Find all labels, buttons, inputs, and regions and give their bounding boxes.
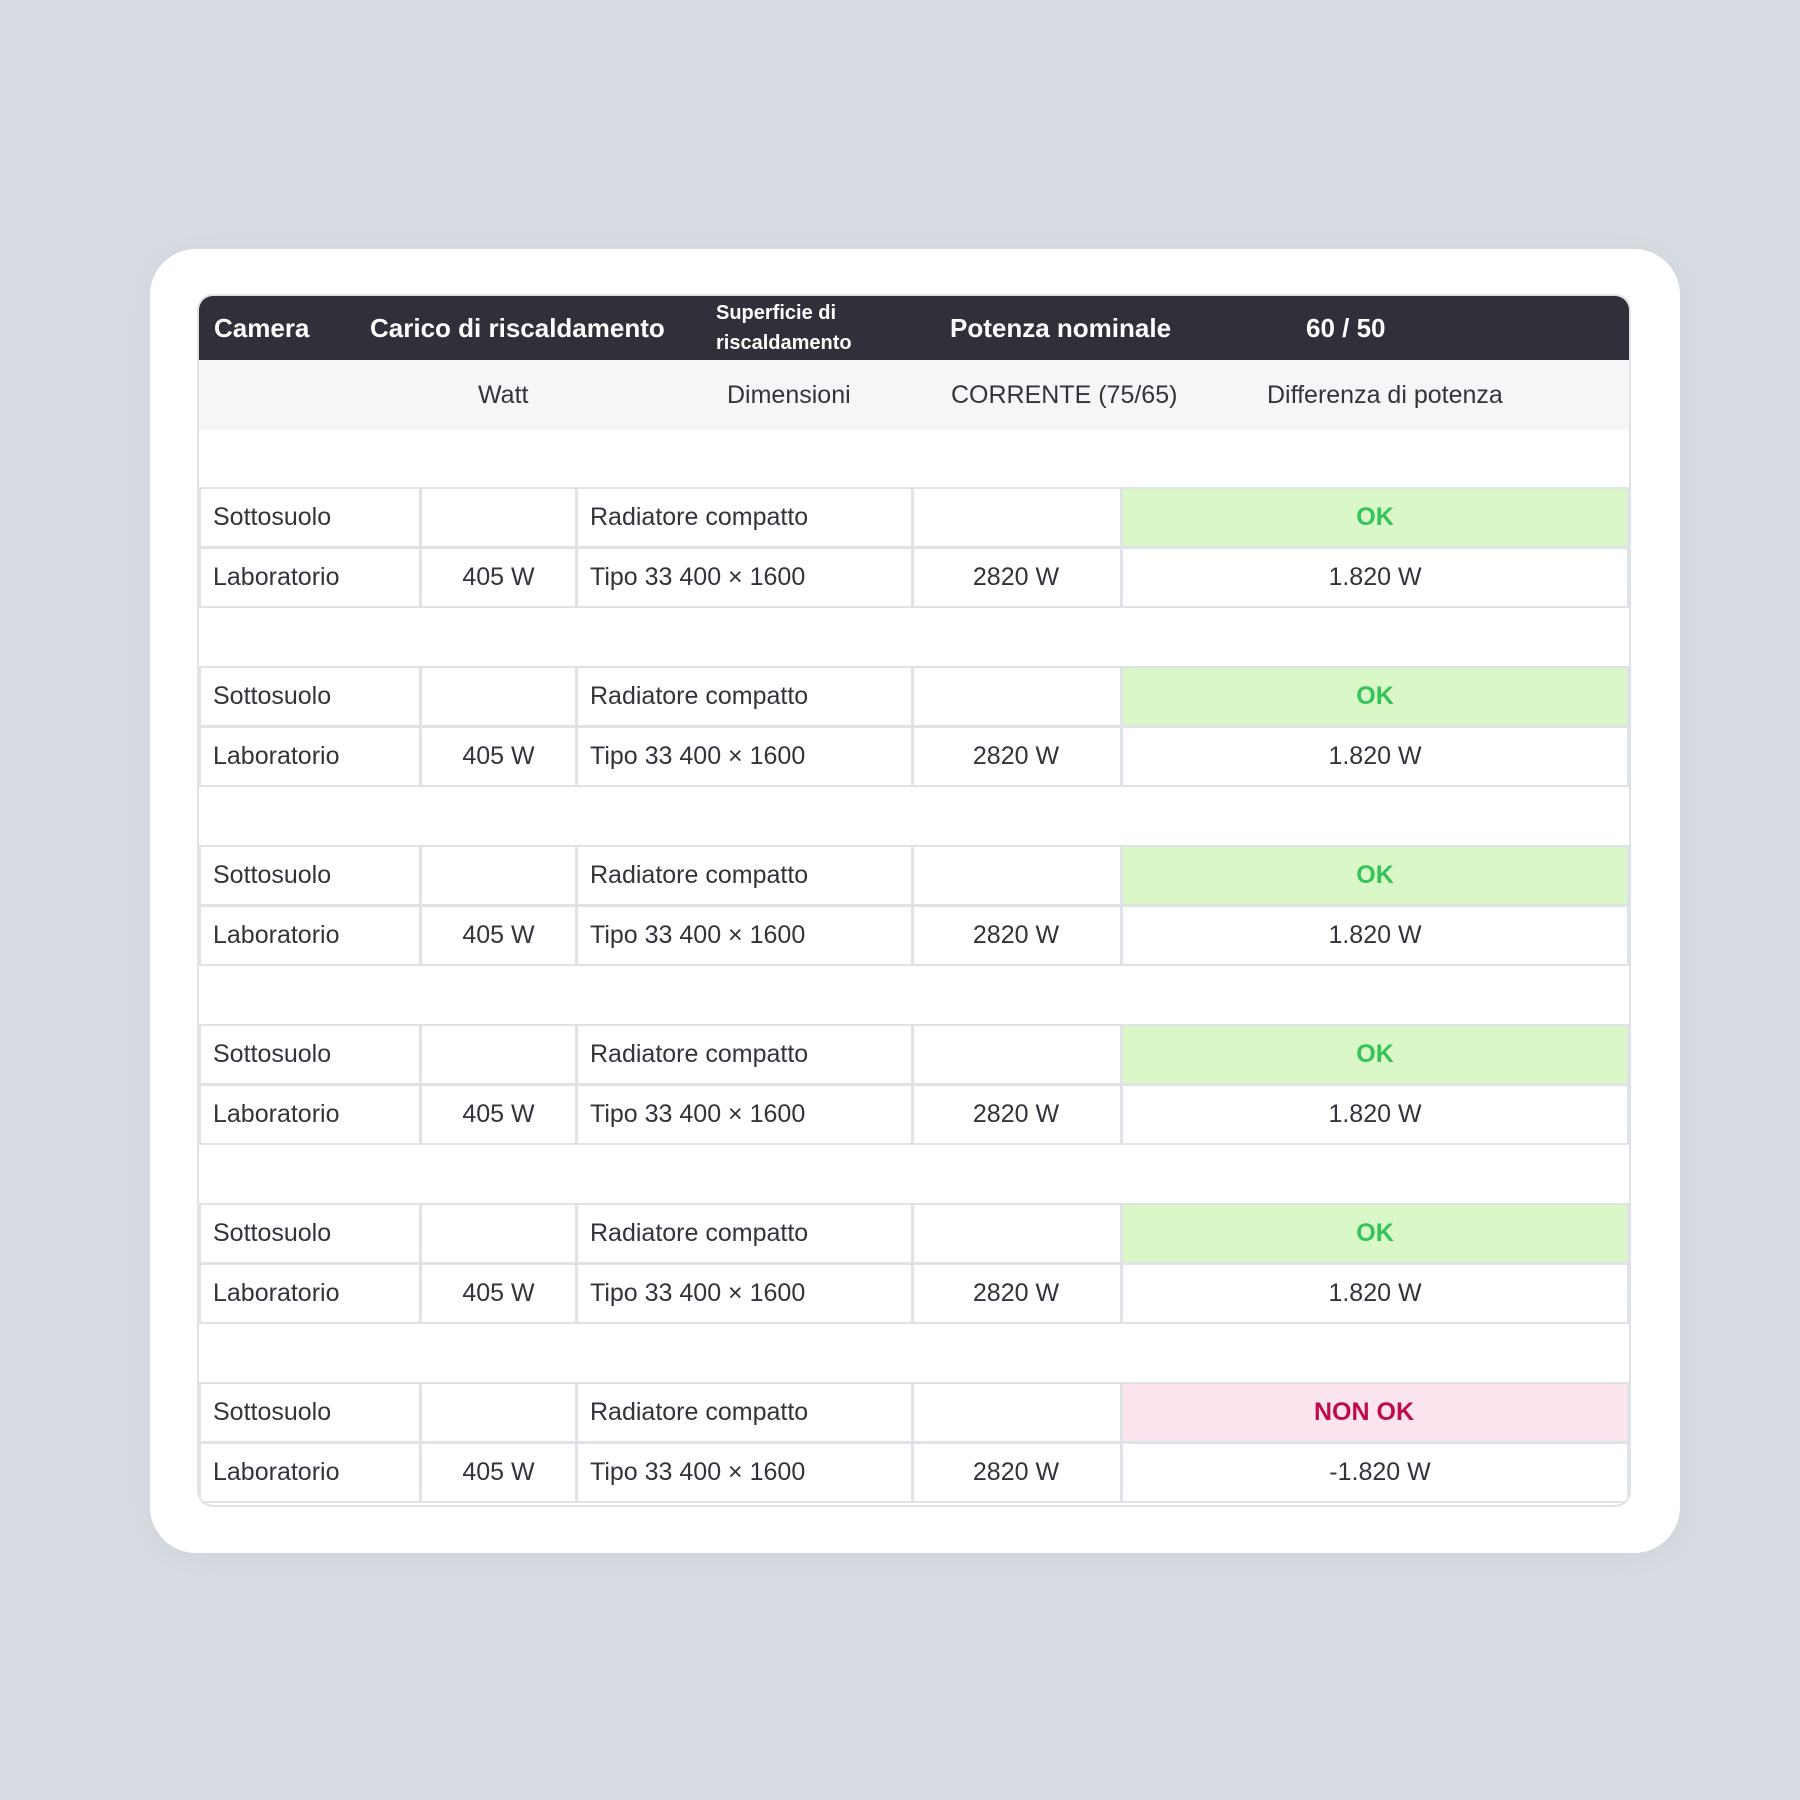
watt-cell: 405 W bbox=[420, 1263, 577, 1324]
header-ratio: 60 / 50 bbox=[1306, 312, 1386, 343]
power-difference-cell: 1.820 W bbox=[1121, 1263, 1629, 1324]
status-badge: OK bbox=[1121, 666, 1629, 727]
current-cell: 2820 W bbox=[912, 1084, 1122, 1145]
surface-cell: Tipo 33 400 × 1600 bbox=[576, 1442, 913, 1503]
surface-cell: Radiatore compatto bbox=[576, 666, 913, 727]
current-cell: 2820 W bbox=[912, 726, 1122, 787]
room-cell: Sottosuolo bbox=[199, 1203, 421, 1264]
status-badge: OK bbox=[1121, 487, 1629, 548]
room-cell: Sottosuolo bbox=[199, 666, 421, 727]
current-cell: 2820 W bbox=[912, 547, 1122, 608]
header-heating-load: Carico di riscaldamento bbox=[370, 312, 665, 343]
subheader-watt: Watt bbox=[478, 380, 529, 409]
room-cell: Sottosuolo bbox=[199, 487, 421, 548]
surface-cell: Tipo 33 400 × 1600 bbox=[576, 1084, 913, 1145]
watt-cell: 405 W bbox=[420, 726, 577, 787]
power-difference-cell: -1.820 W bbox=[1121, 1442, 1629, 1503]
surface-cell: Radiatore compatto bbox=[576, 845, 913, 906]
subheader-dimensions: Dimensioni bbox=[727, 380, 851, 409]
surface-cell: Tipo 33 400 × 1600 bbox=[576, 726, 913, 787]
power-difference-cell: 1.820 W bbox=[1121, 726, 1629, 787]
watt-cell bbox=[420, 487, 577, 548]
table-card: Camera Carico di riscaldamento Superfici… bbox=[150, 249, 1680, 1553]
power-difference-cell: 1.820 W bbox=[1121, 905, 1629, 966]
watt-cell bbox=[420, 666, 577, 727]
current-cell bbox=[912, 1203, 1122, 1264]
table-header-row: Camera Carico di riscaldamento Superfici… bbox=[199, 296, 1629, 360]
subheader-current: CORRENTE (75/65) bbox=[951, 380, 1178, 409]
watt-cell: 405 W bbox=[420, 1084, 577, 1145]
room-cell: Laboratorio bbox=[199, 1084, 421, 1145]
header-heating-surface: Superficie di riscaldamento bbox=[716, 302, 852, 354]
surface-cell: Radiatore compatto bbox=[576, 1382, 913, 1443]
current-cell bbox=[912, 1024, 1122, 1085]
surface-cell: Radiatore compatto bbox=[576, 487, 913, 548]
room-cell: Laboratorio bbox=[199, 726, 421, 787]
watt-cell bbox=[420, 1382, 577, 1443]
watt-cell bbox=[420, 1024, 577, 1085]
room-cell: Laboratorio bbox=[199, 1442, 421, 1503]
table-subheader-row: Watt Dimensioni CORRENTE (75/65) Differe… bbox=[199, 360, 1629, 430]
radiator-table: Camera Carico di riscaldamento Superfici… bbox=[199, 296, 1629, 1505]
watt-cell: 405 W bbox=[420, 1442, 577, 1503]
room-cell: Sottosuolo bbox=[199, 1382, 421, 1443]
surface-cell: Tipo 33 400 × 1600 bbox=[576, 547, 913, 608]
room-cell: Laboratorio bbox=[199, 1263, 421, 1324]
subheader-power-difference: Differenza di potenza bbox=[1267, 380, 1503, 409]
header-rated-power: Potenza nominale bbox=[950, 312, 1172, 343]
room-cell: Sottosuolo bbox=[199, 1024, 421, 1085]
current-cell bbox=[912, 487, 1122, 548]
current-cell: 2820 W bbox=[912, 1442, 1122, 1503]
surface-cell: Tipo 33 400 × 1600 bbox=[576, 905, 913, 966]
room-cell: Laboratorio bbox=[199, 547, 421, 608]
current-cell: 2820 W bbox=[912, 905, 1122, 966]
surface-cell: Radiatore compatto bbox=[576, 1203, 913, 1264]
watt-cell bbox=[420, 1203, 577, 1264]
current-cell: 2820 W bbox=[912, 1263, 1122, 1324]
power-difference-cell: 1.820 W bbox=[1121, 547, 1629, 608]
watt-cell bbox=[420, 845, 577, 906]
room-cell: Laboratorio bbox=[199, 905, 421, 966]
current-cell bbox=[912, 666, 1122, 727]
current-cell bbox=[912, 845, 1122, 906]
watt-cell: 405 W bbox=[420, 905, 577, 966]
room-cell: Sottosuolo bbox=[199, 845, 421, 906]
status-badge: OK bbox=[1121, 1203, 1629, 1264]
status-badge: OK bbox=[1121, 1024, 1629, 1085]
surface-cell: Tipo 33 400 × 1600 bbox=[576, 1263, 913, 1324]
current-cell bbox=[912, 1382, 1122, 1443]
power-difference-cell: 1.820 W bbox=[1121, 1084, 1629, 1145]
surface-cell: Radiatore compatto bbox=[576, 1024, 913, 1085]
header-camera: Camera bbox=[214, 312, 310, 343]
watt-cell: 405 W bbox=[420, 547, 577, 608]
status-badge: NON OK bbox=[1121, 1382, 1629, 1443]
status-badge: OK bbox=[1121, 845, 1629, 906]
